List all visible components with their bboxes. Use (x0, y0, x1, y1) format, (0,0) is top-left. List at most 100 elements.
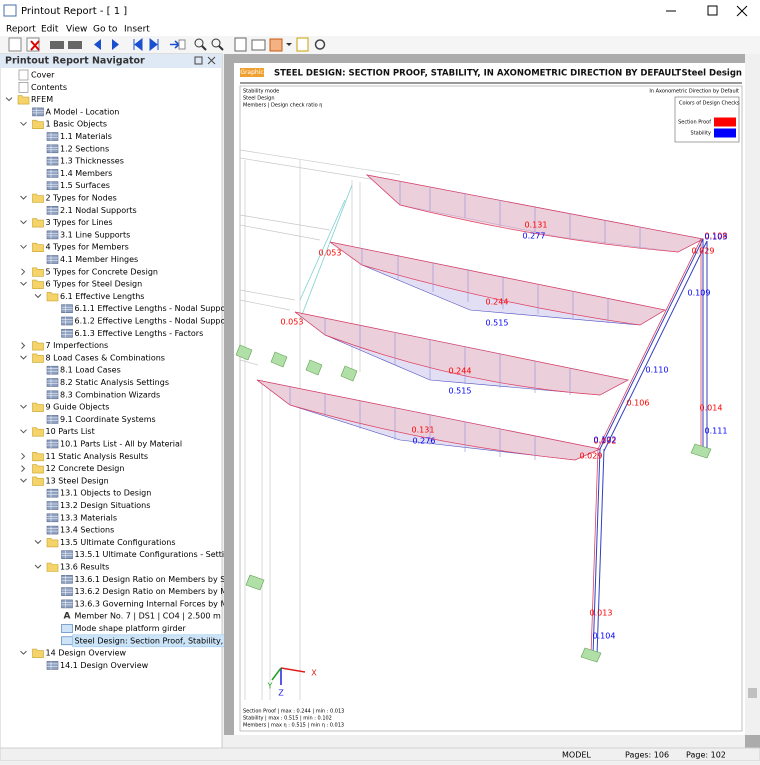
tree-item[interactable]: 4 Types for Members (20, 243, 129, 252)
tool-refresh[interactable] (314, 39, 326, 50)
tree-item[interactable]: 13.6 Results (34, 563, 109, 572)
expander-open[interactable] (34, 564, 42, 569)
tool-page[interactable] (234, 37, 247, 52)
folder-icon (32, 476, 44, 486)
tree-item[interactable]: 2.1 Nodal Supports (46, 206, 137, 215)
menu-item[interactable]: View (66, 25, 87, 35)
tree-item[interactable]: A Member No. 7 | DS1 | CO4 | 2.500 m | ST… (64, 612, 252, 622)
tree-item[interactable]: 8 Load Cases & Combinations (20, 353, 165, 363)
tree-item[interactable]: 9.1 Coordinate Systems (46, 415, 156, 424)
tree-item[interactable]: 6.1 Effective Lengths (34, 292, 144, 302)
tree-item[interactable]: 8.1 Load Cases (46, 366, 121, 375)
tool-new[interactable] (8, 37, 22, 52)
tool-zoom-out[interactable] (211, 38, 221, 48)
tree-item[interactable]: 13.5 Ultimate Configurations (34, 538, 176, 548)
expander-open[interactable] (20, 121, 27, 126)
tree-item[interactable]: 10.1 Parts List - All by Material (46, 440, 182, 449)
scroll-thumb[interactable] (748, 688, 757, 698)
tool-zoom-in[interactable] (194, 38, 204, 48)
menu-item[interactable]: Insert (124, 25, 150, 35)
tool-first[interactable] (133, 37, 143, 52)
expander-open[interactable] (20, 195, 27, 200)
tree-item[interactable]: 13.6.2 Design Ratio on Members by Member (61, 587, 254, 596)
tool-last[interactable] (149, 37, 159, 52)
tool-print[interactable] (50, 41, 64, 49)
menu-item[interactable]: Go to (93, 25, 118, 35)
tool-settings[interactable] (251, 39, 266, 51)
expander-closed[interactable] (21, 268, 26, 276)
tree-item[interactable]: 13.6.3 Governing Internal Forces by Memb… (61, 599, 255, 608)
expander-closed[interactable] (21, 452, 26, 460)
tree-item[interactable]: 9 Guide Objects (20, 403, 110, 412)
expander-open[interactable] (20, 650, 27, 655)
tree-item[interactable]: 1.2 Sections (46, 144, 109, 153)
table-icon (46, 378, 59, 387)
tool-export[interactable] (296, 37, 309, 52)
expander-closed[interactable] (21, 465, 26, 472)
tree-item[interactable]: 6.1.2 Effective Lengths - Nodal Supports… (61, 317, 252, 326)
tree-item[interactable]: A Model - Location (32, 107, 120, 116)
tree-label: 2 Types for Nodes (46, 194, 117, 203)
menu-item[interactable]: Edit (41, 25, 59, 35)
expander-open[interactable] (20, 478, 27, 483)
tree-item[interactable]: 5 Types for Concrete Design (21, 267, 158, 277)
tree-item[interactable]: 8.3 Combination Wizards (46, 390, 160, 399)
tree-item[interactable]: 14.1 Design Overview (46, 661, 149, 670)
tree-item[interactable]: 13.5.1 Ultimate Configurations - Setting… (61, 550, 239, 559)
expander-open[interactable] (20, 281, 27, 286)
expander-closed[interactable] (21, 342, 26, 349)
tree-item[interactable]: 13.4 Sections (46, 526, 114, 535)
tree-item[interactable]: 1.3 Thicknesses (46, 157, 124, 166)
tree-item[interactable]: 3 Types for Lines (20, 218, 113, 228)
close[interactable] (736, 5, 748, 17)
tree-item[interactable]: 1.1 Materials (46, 132, 112, 141)
tree-item[interactable]: RFEM (5, 95, 53, 105)
tree-item[interactable]: 4.1 Member Hinges (46, 255, 138, 264)
tree-item[interactable]: 10 Parts List (20, 427, 95, 437)
tree-item[interactable]: 13 Steel Design (20, 476, 109, 486)
tool-prev[interactable] (94, 39, 101, 50)
maximize[interactable] (707, 5, 718, 16)
tool-print-preview[interactable] (68, 41, 82, 49)
tree-item[interactable]: 13.2 Design Situations (46, 501, 150, 510)
expander-open[interactable] (20, 355, 27, 360)
tree-item[interactable]: 1.4 Members (46, 169, 112, 178)
tree-item[interactable]: Mode shape platform girder (61, 624, 187, 633)
vertical-scrollbar[interactable] (745, 54, 760, 735)
tree-item[interactable]: 14 Design Overview (20, 649, 127, 658)
tree-item[interactable]: 8.2 Static Analysis Settings (46, 378, 169, 387)
tree-item[interactable]: 1 Basic Objects (20, 120, 108, 129)
tree-item[interactable]: 13.1 Objects to Design (46, 489, 151, 498)
pin[interactable] (194, 56, 203, 65)
tree-item[interactable]: Cover (18, 69, 55, 81)
tree-item[interactable]: 2 Types for Nodes (20, 194, 117, 203)
expander-open[interactable] (34, 540, 42, 545)
expander-open[interactable] (20, 220, 27, 225)
expander-open[interactable] (5, 97, 13, 102)
tree-item[interactable]: Contents (18, 82, 67, 93)
expander-open[interactable] (34, 294, 42, 299)
tree-label: 13.1 Objects to Design (60, 489, 151, 498)
expander-open[interactable] (20, 404, 27, 409)
stability-label: 0.515 (449, 387, 472, 396)
expander-open[interactable] (20, 244, 27, 249)
tree-item[interactable]: 1.5 Surfaces (46, 181, 110, 190)
tree-item[interactable]: 3.1 Line Supports (46, 230, 130, 239)
tool-insert[interactable] (269, 38, 283, 52)
tree-item[interactable]: 11 Static Analysis Results (21, 452, 149, 462)
tree-item[interactable]: 7 Imperfections (21, 341, 109, 351)
tree-item[interactable]: 12 Concrete Design (21, 464, 125, 474)
tree-item[interactable]: Steel Design: Section Proof, Stability, … (61, 634, 249, 648)
horizontal-scrollbar[interactable] (224, 735, 745, 748)
tree-item[interactable]: 13.6.1 Design Ratio on Members by Sectio… (61, 575, 250, 584)
tree-item[interactable]: 6.1.3 Effective Lengths - Factors (61, 329, 204, 338)
menu-item[interactable]: Report (6, 25, 36, 35)
tree-item[interactable]: 6.1.1 Effective Lengths - Nodal Supports (61, 304, 237, 313)
expander-open[interactable] (20, 429, 27, 434)
tree-item[interactable]: 6 Types for Steel Design (20, 280, 143, 289)
tool-next[interactable] (112, 39, 119, 50)
tree-item[interactable]: 13.3 Materials (46, 513, 117, 522)
table-lines (47, 230, 58, 239)
navigator-close[interactable] (207, 56, 216, 65)
